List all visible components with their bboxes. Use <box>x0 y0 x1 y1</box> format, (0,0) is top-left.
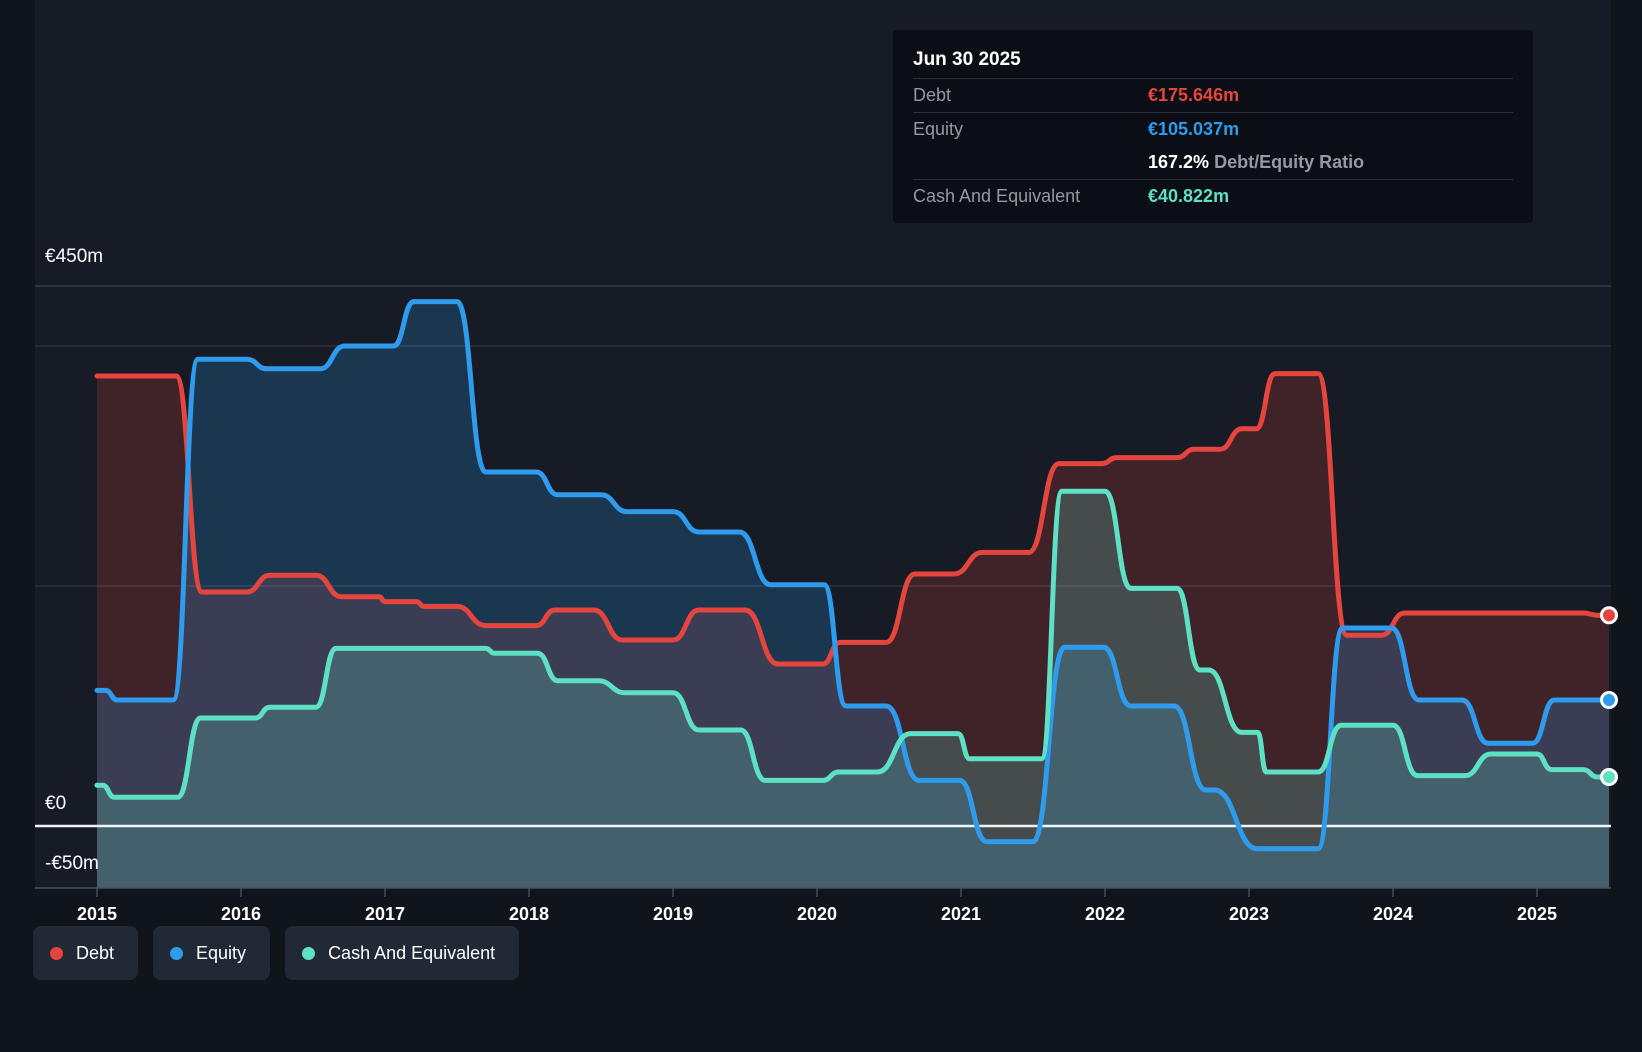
y-label--50: -€50m <box>45 853 99 874</box>
tooltip-cash-value: €40.822m <box>1148 186 1230 206</box>
cash-dot-icon <box>302 946 316 960</box>
tooltip-cash-label: Cash And Equivalent <box>913 186 1081 206</box>
cash-and-equivalent-endpoint-dot <box>1600 768 1618 787</box>
legend-item-debt[interactable]: Debt <box>33 926 139 980</box>
tooltip-debt-value: €175.646m <box>1148 85 1240 105</box>
x-label-2017: 2017 <box>365 904 405 924</box>
tooltip-row-debt: Debt €175.646m <box>913 79 1513 113</box>
debt-dot-icon <box>50 946 63 960</box>
debt-endpoint-dot <box>1600 606 1618 625</box>
debt-area <box>97 373 1609 889</box>
x-label-2018: 2018 <box>509 904 549 924</box>
equity-endpoint-dot <box>1600 690 1618 709</box>
x-label-2020: 2020 <box>797 904 837 924</box>
legend-debt-label: Debt <box>76 942 115 963</box>
x-label-2016: 2016 <box>221 904 261 924</box>
tooltip: Jun 30 2025 Debt €175.646m Equity €105.0… <box>893 30 1533 223</box>
equity-dot-icon <box>170 946 184 960</box>
tooltip-row-equity: Equity €105.037m <box>913 113 1513 146</box>
x-label-2024: 2024 <box>1373 904 1413 924</box>
tooltip-date: Jun 30 2025 <box>913 42 1513 79</box>
tooltip-row-cash: Cash And Equivalent €40.822m <box>913 180 1513 213</box>
cash-and-equivalent-line <box>94 488 1612 800</box>
tooltip-ratio: 167.2% Debt/Equity Ratio <box>1148 152 1513 173</box>
tooltip-ratio-label: Debt/Equity Ratio <box>1214 152 1365 172</box>
x-label-2025: 2025 <box>1517 904 1557 924</box>
legend-item-cash[interactable]: Cash And Equivalent <box>285 926 520 980</box>
tooltip-equity-value: €105.037m <box>1148 119 1240 139</box>
tooltip-row-ratio: 167.2% Debt/Equity Ratio <box>913 146 1513 180</box>
tooltip-equity-label: Equity <box>913 119 964 139</box>
tooltip-debt-label: Debt <box>913 85 952 105</box>
x-label-2022: 2022 <box>1085 904 1125 924</box>
x-label-2021: 2021 <box>941 904 981 924</box>
legend-cash-label: Cash And Equivalent <box>328 942 496 963</box>
y-label-0: €0 <box>45 793 66 814</box>
x-label-2019: 2019 <box>653 904 693 924</box>
x-label-2023: 2023 <box>1229 904 1269 924</box>
equity-line <box>94 299 1612 852</box>
y-label-450: €450m <box>45 246 103 267</box>
x-label-2015: 2015 <box>77 904 117 924</box>
legend-item-equity[interactable]: Equity <box>153 926 271 980</box>
legend-equity-label: Equity <box>196 942 247 963</box>
cash-and-equivalent-area <box>97 491 1609 888</box>
tooltip-ratio-value: 167.2% <box>1148 152 1210 172</box>
legend: Debt Equity Cash And Equivalent <box>33 926 520 980</box>
equity-area <box>97 301 1609 889</box>
